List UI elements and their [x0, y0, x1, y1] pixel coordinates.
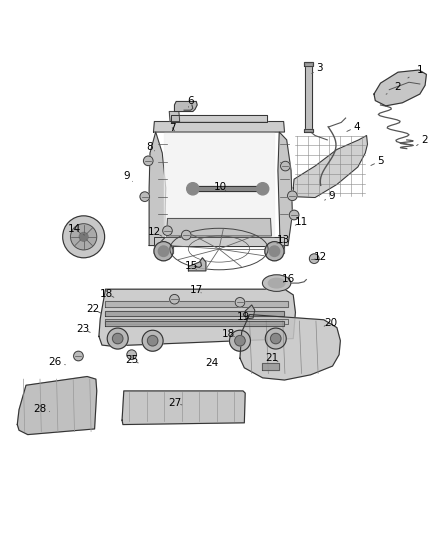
Text: 21: 21 [265, 353, 279, 363]
Polygon shape [164, 133, 274, 236]
Polygon shape [174, 101, 197, 111]
Text: 2: 2 [386, 83, 401, 94]
Circle shape [235, 335, 245, 346]
Text: 27: 27 [169, 398, 182, 408]
Text: 28: 28 [33, 404, 49, 414]
Text: 10: 10 [214, 182, 227, 192]
Circle shape [158, 246, 169, 256]
Polygon shape [305, 63, 311, 131]
Text: 7: 7 [169, 123, 176, 133]
Circle shape [271, 333, 281, 344]
Circle shape [140, 192, 150, 201]
Circle shape [127, 350, 137, 359]
Text: 20: 20 [324, 318, 337, 328]
Polygon shape [153, 246, 173, 253]
Text: 19: 19 [237, 312, 250, 322]
Polygon shape [166, 219, 272, 236]
Polygon shape [149, 132, 166, 246]
Polygon shape [265, 246, 285, 253]
Text: 17: 17 [190, 285, 203, 295]
Text: 13: 13 [277, 235, 290, 245]
Text: 18: 18 [222, 329, 235, 339]
Circle shape [63, 216, 105, 258]
Circle shape [230, 330, 251, 351]
Circle shape [71, 224, 97, 250]
Circle shape [187, 183, 199, 195]
Polygon shape [193, 185, 263, 191]
Polygon shape [106, 311, 285, 316]
Polygon shape [374, 70, 426, 106]
Circle shape [144, 156, 153, 166]
Polygon shape [106, 321, 285, 326]
Polygon shape [293, 135, 367, 198]
Polygon shape [171, 115, 267, 122]
Text: 8: 8 [147, 142, 155, 152]
Polygon shape [245, 305, 255, 319]
Polygon shape [105, 319, 288, 324]
Text: 6: 6 [187, 96, 194, 107]
Polygon shape [105, 302, 288, 306]
Text: 16: 16 [282, 274, 296, 284]
Circle shape [257, 183, 269, 195]
Polygon shape [169, 111, 180, 122]
Circle shape [288, 191, 297, 200]
Text: 2: 2 [417, 135, 427, 146]
Circle shape [309, 254, 319, 263]
Circle shape [162, 226, 172, 236]
Circle shape [170, 294, 179, 304]
Polygon shape [99, 289, 295, 346]
Ellipse shape [262, 275, 291, 292]
Circle shape [142, 330, 163, 351]
Text: 18: 18 [100, 288, 114, 298]
Circle shape [265, 241, 284, 261]
Text: 3: 3 [312, 63, 323, 74]
Polygon shape [17, 376, 97, 434]
Circle shape [148, 335, 158, 346]
Text: 12: 12 [148, 228, 162, 237]
Text: 1: 1 [408, 65, 423, 78]
Circle shape [181, 230, 191, 240]
Polygon shape [153, 122, 285, 132]
Text: 12: 12 [314, 252, 327, 262]
Polygon shape [262, 364, 279, 370]
Circle shape [74, 351, 83, 361]
Circle shape [269, 246, 280, 256]
Circle shape [79, 232, 88, 241]
Circle shape [265, 328, 286, 349]
Polygon shape [304, 128, 313, 132]
Polygon shape [240, 314, 340, 380]
Text: 22: 22 [87, 304, 101, 314]
Text: 11: 11 [294, 217, 308, 227]
Text: 23: 23 [76, 325, 90, 334]
Circle shape [154, 241, 173, 261]
Polygon shape [188, 258, 206, 271]
Circle shape [235, 297, 245, 307]
Text: 15: 15 [185, 261, 198, 271]
Polygon shape [154, 237, 284, 246]
Polygon shape [122, 391, 245, 425]
Text: 25: 25 [125, 356, 138, 365]
Text: 9: 9 [325, 191, 335, 201]
Ellipse shape [268, 278, 285, 288]
Polygon shape [278, 132, 292, 246]
Text: 24: 24 [205, 358, 218, 368]
Polygon shape [304, 62, 313, 66]
Text: 9: 9 [123, 171, 133, 181]
Circle shape [281, 161, 290, 171]
Circle shape [289, 210, 299, 220]
Text: 14: 14 [67, 224, 85, 235]
Text: 4: 4 [347, 122, 360, 132]
Circle shape [113, 333, 123, 344]
Text: 26: 26 [49, 357, 65, 367]
Text: 5: 5 [371, 156, 384, 166]
Circle shape [107, 328, 128, 349]
